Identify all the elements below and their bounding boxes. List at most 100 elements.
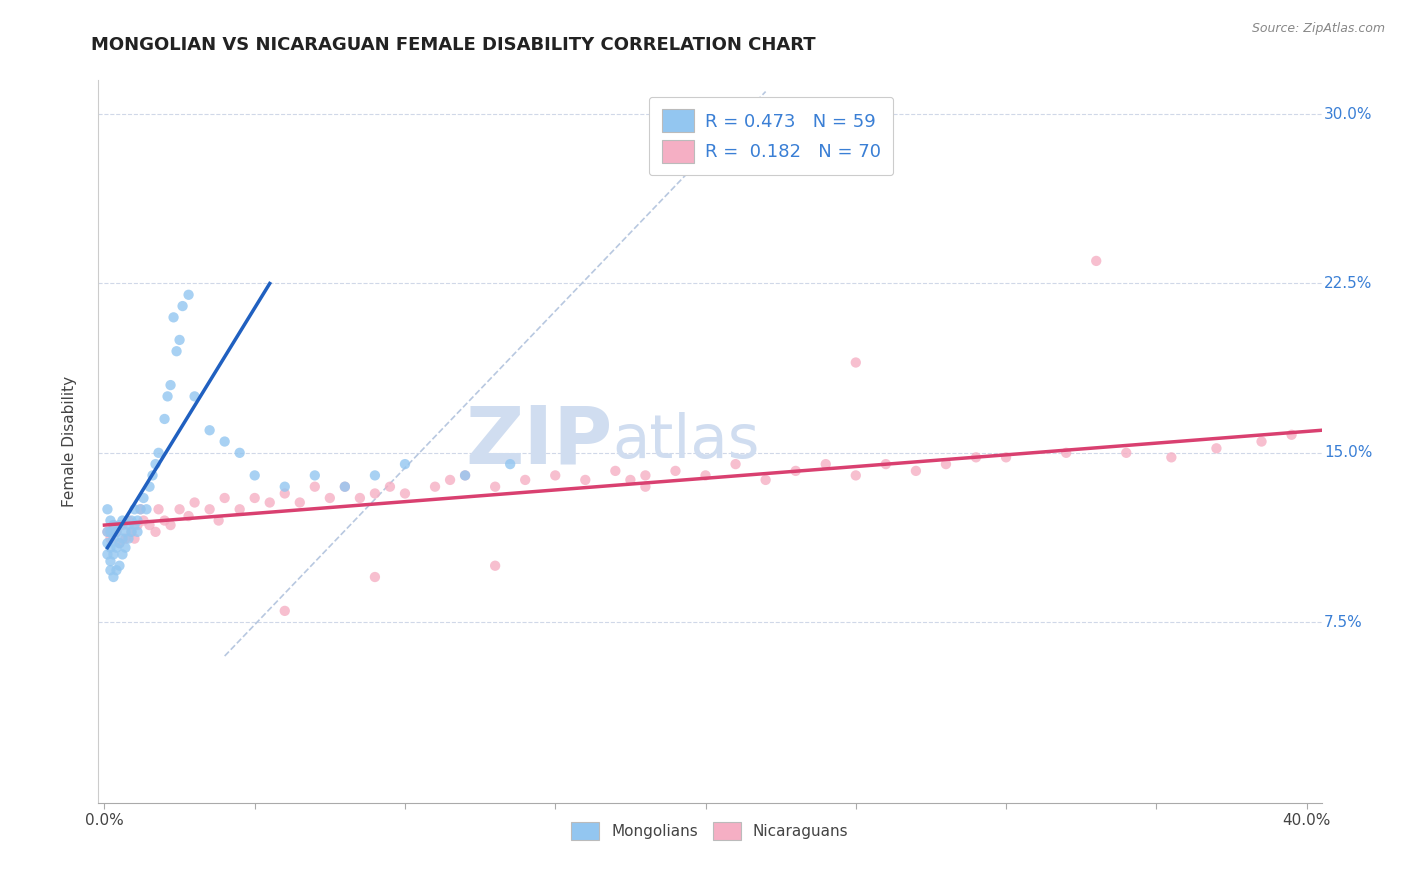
Point (333, 480, 356, 494)
Point (1250, 434, 1272, 449)
Point (100, 524, 122, 539)
Point (111, 532, 134, 546)
Point (259, 495, 281, 509)
Point (138, 518, 160, 533)
Point (814, 457, 837, 471)
Text: 30.0%: 30.0% (1324, 107, 1372, 121)
Point (274, 604, 297, 618)
Point (364, 468, 387, 483)
Point (904, 464, 927, 478)
Point (159, 518, 181, 533)
Point (121, 524, 143, 539)
Point (96, 524, 118, 539)
Point (114, 532, 136, 546)
Point (96, 502, 118, 516)
Point (108, 558, 131, 573)
Point (274, 486, 297, 500)
Point (755, 473, 778, 487)
Point (105, 541, 128, 555)
Text: ZIP: ZIP (465, 402, 612, 481)
Text: MONGOLIAN VS NICARAGUAN FEMALE DISABILITY CORRELATION CHART: MONGOLIAN VS NICARAGUAN FEMALE DISABILIT… (91, 36, 815, 54)
Point (484, 480, 506, 494)
Point (183, 495, 205, 509)
Text: 22.5%: 22.5% (1324, 276, 1372, 291)
Point (454, 468, 477, 483)
Point (1054, 446, 1077, 460)
Point (875, 457, 897, 471)
Point (177, 509, 200, 524)
Point (117, 518, 139, 533)
Point (965, 450, 987, 465)
Point (499, 457, 522, 471)
Point (100, 554, 122, 568)
Point (100, 514, 122, 528)
Point (103, 518, 125, 533)
Point (117, 532, 139, 546)
Text: atlas: atlas (612, 412, 759, 471)
Point (228, 502, 250, 516)
Point (114, 541, 136, 555)
Point (1085, 253, 1108, 268)
Point (183, 389, 205, 403)
Point (423, 480, 446, 494)
Point (105, 524, 128, 539)
Point (103, 548, 125, 562)
Point (129, 502, 152, 516)
Point (1115, 446, 1137, 460)
Point (100, 541, 122, 555)
Point (995, 450, 1018, 465)
Point (484, 558, 506, 573)
Point (127, 524, 149, 539)
Point (111, 518, 134, 533)
Point (634, 480, 657, 494)
Point (364, 486, 387, 500)
Point (304, 468, 326, 483)
Point (148, 446, 170, 460)
Point (364, 570, 387, 584)
Point (141, 468, 163, 483)
Point (105, 524, 128, 539)
Point (1205, 442, 1227, 456)
Point (111, 548, 134, 562)
Point (634, 468, 657, 483)
Text: 7.5%: 7.5% (1324, 615, 1362, 630)
Point (162, 310, 184, 325)
Point (935, 457, 957, 471)
Point (349, 491, 371, 505)
Point (96, 548, 118, 562)
Point (214, 491, 236, 505)
Point (103, 570, 125, 584)
Point (124, 502, 146, 516)
Point (198, 502, 221, 516)
Point (108, 536, 131, 550)
Point (103, 532, 125, 546)
Point (243, 468, 266, 483)
Point (288, 495, 311, 509)
Point (166, 344, 188, 359)
Y-axis label: Female Disability: Female Disability (62, 376, 77, 508)
Point (169, 502, 191, 516)
Point (619, 473, 641, 487)
Point (96, 536, 118, 550)
Point (243, 491, 266, 505)
Point (96, 524, 118, 539)
Point (138, 480, 160, 494)
Point (845, 468, 868, 483)
Point (121, 524, 143, 539)
Point (145, 524, 167, 539)
Point (605, 464, 627, 478)
Point (135, 502, 157, 516)
Point (845, 355, 868, 369)
Point (172, 299, 194, 313)
Point (124, 532, 146, 546)
Text: Source: ZipAtlas.com: Source: ZipAtlas.com (1251, 22, 1385, 36)
Point (439, 473, 461, 487)
Point (664, 464, 686, 478)
Point (127, 514, 149, 528)
Point (103, 518, 125, 533)
Point (169, 333, 191, 347)
Point (127, 518, 149, 533)
Point (394, 457, 416, 471)
Point (153, 514, 176, 528)
Point (145, 457, 167, 471)
